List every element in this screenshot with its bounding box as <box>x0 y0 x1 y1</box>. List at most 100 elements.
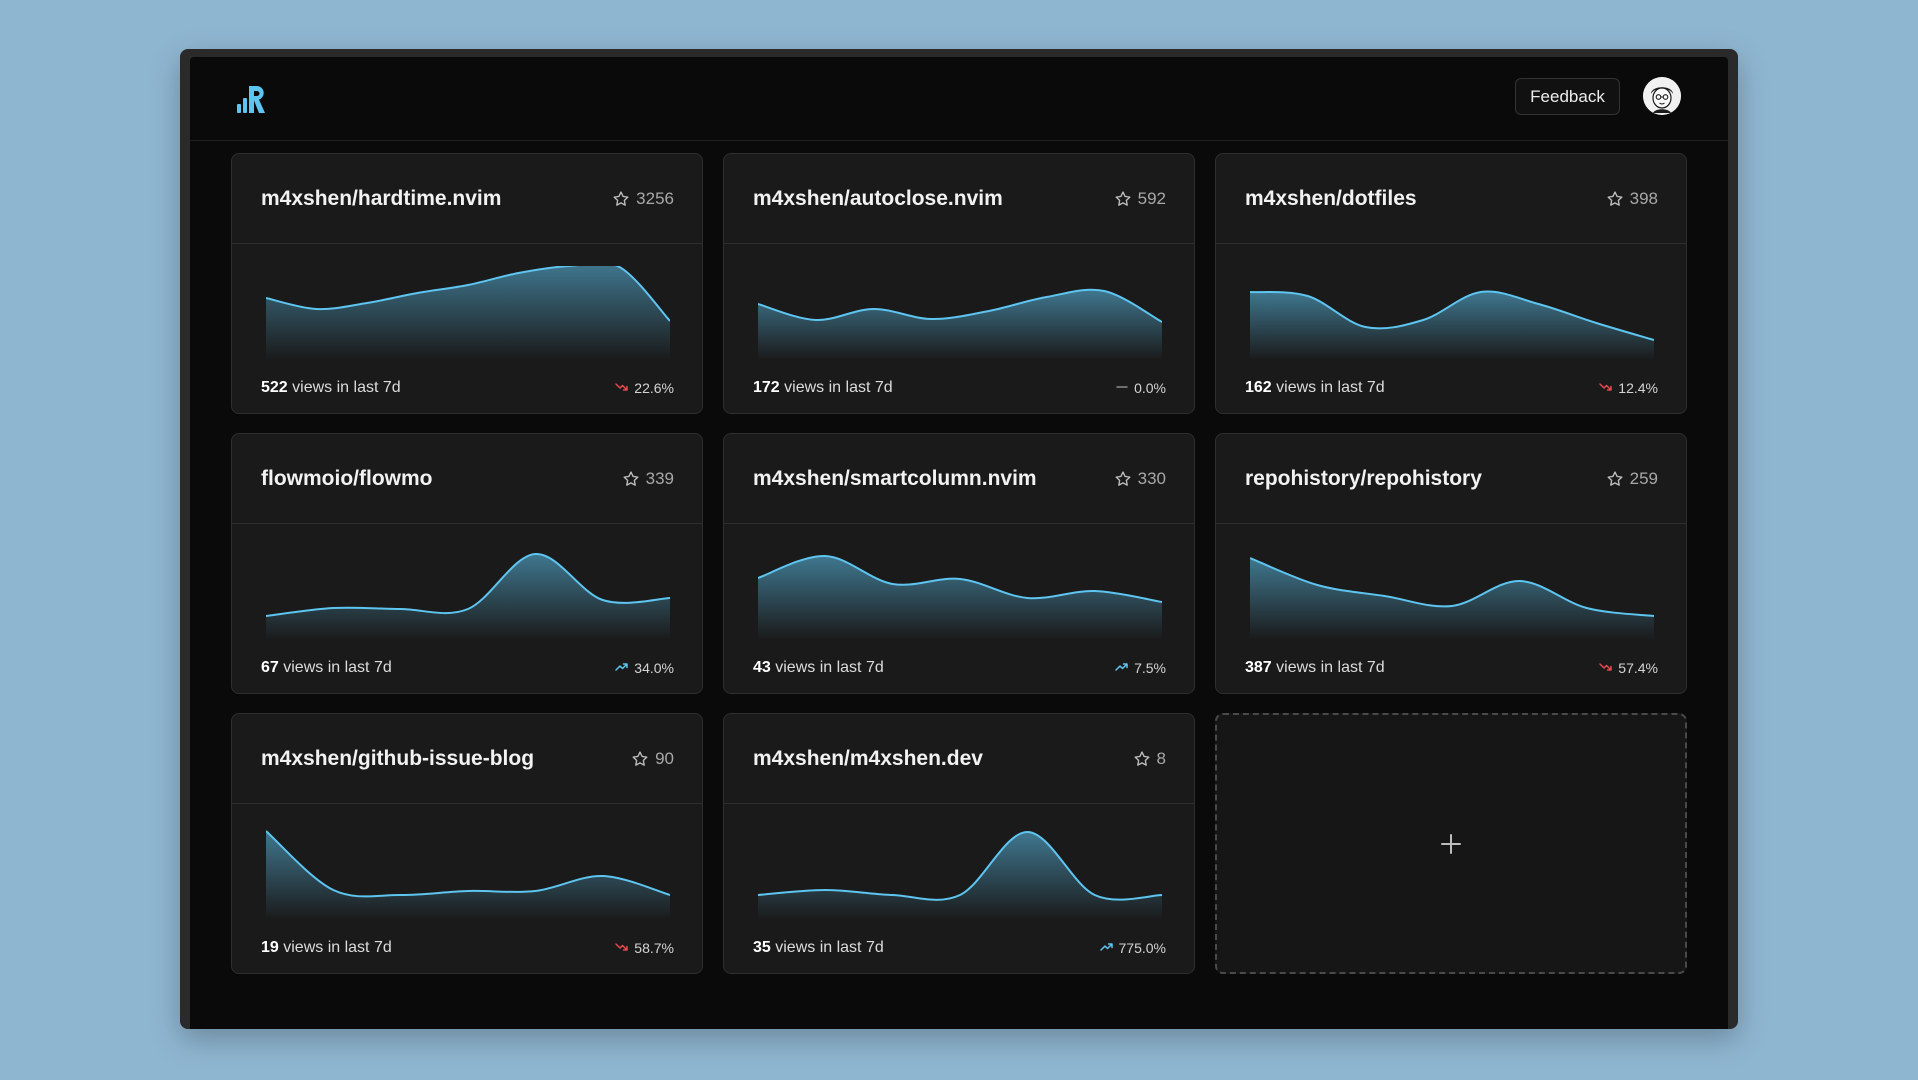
app-root: Feedback m4xshen/hardtime.nvim <box>190 57 1728 1029</box>
views-count: 162 <box>1245 379 1272 396</box>
repo-card[interactable]: flowmoio/flowmo 339 67 views in last 7d … <box>231 433 703 694</box>
repo-card-header: m4xshen/m4xshen.dev 8 <box>724 714 1194 804</box>
views-sparkline <box>1250 557 1654 640</box>
views-change: 775.0% <box>1099 940 1166 957</box>
star-icon <box>1134 750 1150 766</box>
star-icon <box>632 750 648 766</box>
star-count-value: 90 <box>655 748 674 768</box>
sparkline-area <box>266 553 670 640</box>
views-change-value: 34.0% <box>634 660 674 676</box>
views-label: views in last 7d <box>784 379 893 396</box>
repo-name: m4xshen/autoclose.nvim <box>753 187 1003 210</box>
sparkline-area <box>758 289 1162 360</box>
repo-card-footer: 387 views in last 7d 57.4% <box>1245 656 1658 680</box>
views-summary: 387 views in last 7d <box>1245 659 1385 677</box>
trend-down-icon <box>1599 382 1613 391</box>
views-change: 0.0% <box>1115 380 1166 397</box>
repo-card-footer: 172 views in last 7d 0.0% <box>753 376 1166 400</box>
repo-card[interactable]: repohistory/repohistory 259 387 views in… <box>1215 433 1687 694</box>
views-change-value: 775.0% <box>1118 940 1166 956</box>
star-count: 90 <box>631 714 674 803</box>
star-count: 398 <box>1606 154 1658 243</box>
views-change: 57.4% <box>1599 660 1658 677</box>
star-count: 8 <box>1133 714 1166 803</box>
views-label: views in last 7d <box>292 379 401 396</box>
trend-up-icon <box>615 662 629 671</box>
top-bar: Feedback <box>190 57 1728 141</box>
trend-flat-icon <box>1116 385 1128 388</box>
star-count-value: 8 <box>1156 748 1166 768</box>
repo-card-footer: 522 views in last 7d 22.6% <box>261 376 674 400</box>
star-count-value: 3256 <box>636 188 674 208</box>
star-icon <box>613 190 629 206</box>
repo-card-footer: 35 views in last 7d 775.0% <box>753 936 1166 960</box>
views-change: 34.0% <box>615 660 674 677</box>
repo-name: m4xshen/dotfiles <box>1245 187 1417 210</box>
trend-up-icon <box>1099 942 1113 951</box>
star-count-value: 398 <box>1629 188 1658 208</box>
views-label: views in last 7d <box>1276 659 1385 676</box>
repo-name: flowmoio/flowmo <box>261 467 433 490</box>
sparkline-line <box>1250 557 1654 617</box>
views-sparkline <box>758 288 1162 360</box>
views-count: 35 <box>753 939 771 956</box>
repo-card-footer: 67 views in last 7d 34.0% <box>261 656 674 680</box>
star-count: 259 <box>1606 434 1658 523</box>
views-change-value: 22.6% <box>634 380 674 396</box>
sparkline-area <box>1250 558 1654 640</box>
repo-card[interactable]: m4xshen/smartcolumn.nvim 330 43 views in… <box>723 433 1195 694</box>
views-summary: 162 views in last 7d <box>1245 379 1385 397</box>
repo-card[interactable]: m4xshen/autoclose.nvim 592 172 views in … <box>723 153 1195 414</box>
star-count-value: 330 <box>1137 468 1166 488</box>
sparkline-line <box>266 266 670 322</box>
feedback-button[interactable]: Feedback <box>1515 78 1620 115</box>
sparkline-area <box>758 555 1162 640</box>
repohistory-logo-icon[interactable] <box>235 82 271 118</box>
views-sparkline <box>266 266 670 360</box>
star-icon <box>1115 470 1131 486</box>
views-summary: 19 views in last 7d <box>261 939 392 957</box>
views-summary: 172 views in last 7d <box>753 379 893 397</box>
repo-name: m4xshen/github-issue-blog <box>261 747 535 770</box>
repo-card-footer: 43 views in last 7d 7.5% <box>753 656 1166 680</box>
star-count-value: 592 <box>1137 188 1166 208</box>
repo-card-header: m4xshen/dotfiles 398 <box>1216 154 1686 244</box>
views-change-value: 58.7% <box>634 940 674 956</box>
views-sparkline <box>758 830 1162 920</box>
sparkline-line <box>266 830 670 898</box>
views-change-value: 57.4% <box>1618 660 1658 676</box>
sparkline-line <box>1250 290 1654 341</box>
repo-card[interactable]: m4xshen/m4xshen.dev 8 35 views in last 7… <box>723 713 1195 974</box>
views-change-value: 12.4% <box>1618 380 1658 396</box>
star-count: 330 <box>1114 434 1166 523</box>
views-sparkline <box>1250 290 1654 360</box>
views-count: 67 <box>261 659 279 676</box>
repo-name: m4xshen/smartcolumn.nvim <box>753 467 1037 490</box>
user-avatar-icon[interactable] <box>1643 77 1681 115</box>
views-label: views in last 7d <box>1276 379 1385 396</box>
repo-card[interactable]: m4xshen/dotfiles 398 162 views in last 7… <box>1215 153 1687 414</box>
repo-name: repohistory/repohistory <box>1245 467 1482 490</box>
repo-card-header: m4xshen/hardtime.nvim 3256 <box>232 154 702 244</box>
views-summary: 43 views in last 7d <box>753 659 884 677</box>
views-change-value: 0.0% <box>1134 380 1166 396</box>
add-repo-button[interactable] <box>1215 713 1687 974</box>
views-count: 172 <box>753 379 780 396</box>
repo-card[interactable]: m4xshen/github-issue-blog 90 19 views in… <box>231 713 703 974</box>
sparkline-area <box>758 832 1162 920</box>
views-sparkline <box>266 552 670 640</box>
views-label: views in last 7d <box>283 939 392 956</box>
views-sparkline <box>266 830 670 920</box>
views-label: views in last 7d <box>775 659 884 676</box>
repo-card[interactable]: m4xshen/hardtime.nvim 3256 522 views in … <box>231 153 703 414</box>
star-count: 3256 <box>612 154 674 243</box>
repo-card-footer: 162 views in last 7d 12.4% <box>1245 376 1658 400</box>
views-label: views in last 7d <box>283 659 392 676</box>
sparkline-line <box>266 552 670 617</box>
repo-card-footer: 19 views in last 7d 58.7% <box>261 936 674 960</box>
repo-card-header: m4xshen/github-issue-blog 90 <box>232 714 702 804</box>
repo-card-header: m4xshen/smartcolumn.nvim 330 <box>724 434 1194 524</box>
views-summary: 35 views in last 7d <box>753 939 884 957</box>
repo-card-header: repohistory/repohistory 259 <box>1216 434 1686 524</box>
views-summary: 522 views in last 7d <box>261 379 401 397</box>
